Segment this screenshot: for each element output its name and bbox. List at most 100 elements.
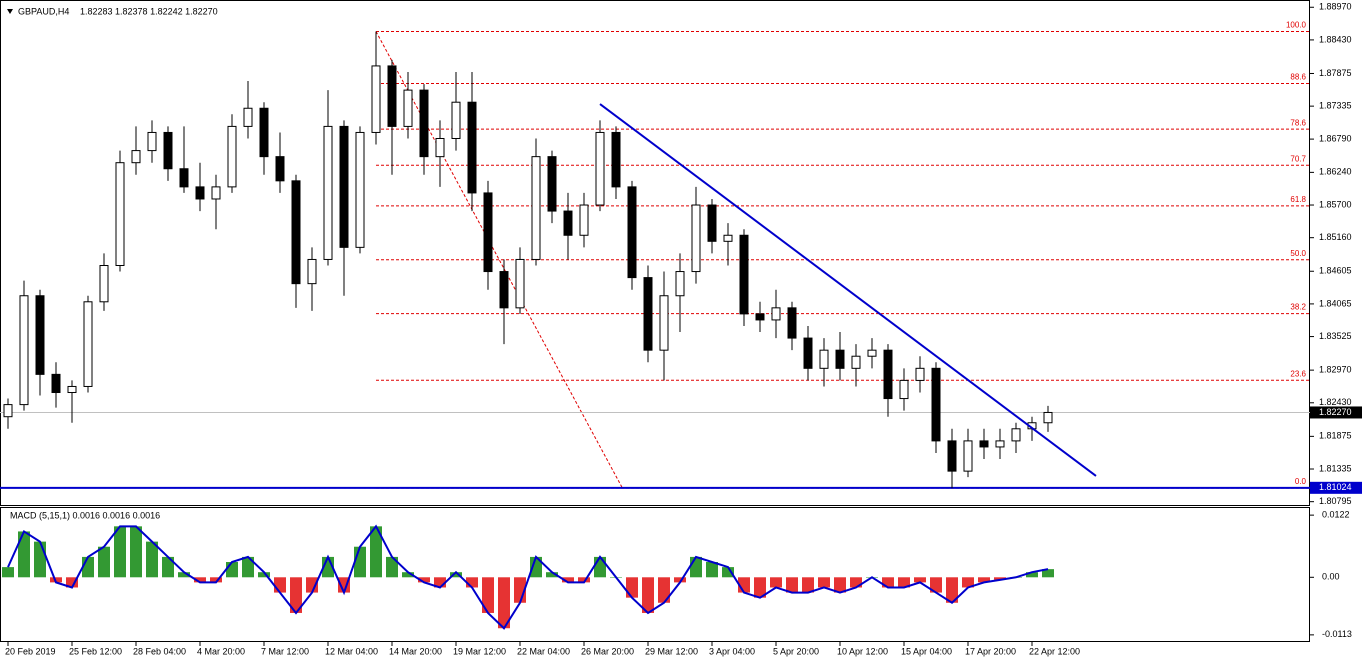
candle-body	[819, 349, 829, 369]
macd-bar	[770, 577, 782, 588]
candle-body	[163, 131, 173, 170]
macd-bar	[18, 531, 30, 578]
candle-body	[787, 307, 797, 339]
fib-label: 100.0	[1286, 21, 1307, 30]
candle-body	[835, 349, 845, 369]
macd-title: MACD (5,15,1) 0.0016 0.0016 0.0016	[10, 510, 160, 520]
candle-body	[467, 101, 477, 194]
candle-body	[979, 440, 989, 448]
macd-bar	[530, 556, 542, 578]
x-tick-label: 29 Mar 12:00	[645, 646, 698, 656]
candle-body	[99, 265, 109, 303]
support-label: 1.81024	[1319, 482, 1352, 492]
ohlc-text: 1.82283 1.82378 1.82242 1.82270	[80, 6, 218, 16]
candle-body	[243, 107, 253, 127]
macd-bar	[306, 577, 318, 593]
candle-body	[867, 349, 877, 357]
y-tick-label: 1.85700	[1319, 199, 1352, 209]
fib-label: 61.8	[1290, 195, 1306, 204]
candle-body	[211, 186, 221, 200]
macd-bar	[98, 546, 110, 578]
x-tick-label: 4 Mar 20:00	[197, 646, 245, 656]
candle-body	[259, 107, 269, 158]
x-tick-label: 12 Mar 04:00	[325, 646, 378, 656]
candle-body	[51, 373, 61, 394]
macd-bar	[690, 556, 702, 578]
candle-body	[483, 192, 493, 273]
candle-body	[739, 234, 749, 315]
candle-body	[67, 385, 77, 394]
candle-body	[1011, 428, 1021, 442]
macd-bar	[34, 541, 46, 578]
macd-bar	[786, 577, 798, 593]
fib-label: 70.7	[1290, 154, 1306, 163]
x-tick-label: 20 Feb 2019	[5, 646, 56, 656]
current-price-tag	[1310, 406, 1362, 419]
macd-bar	[226, 562, 238, 578]
macd-bar	[274, 577, 286, 593]
main-panel	[0, 0, 1310, 506]
macd-bar	[994, 577, 1006, 580]
candle-body	[339, 125, 349, 248]
x-tick-label: 19 Mar 12:00	[453, 646, 506, 656]
x-tick-label: 7 Mar 12:00	[261, 646, 309, 656]
macd-bar	[466, 577, 478, 588]
fib-label: 0.0	[1295, 477, 1307, 486]
candle-body	[915, 367, 925, 381]
macd-bar	[674, 577, 686, 583]
candle-body	[147, 131, 157, 152]
macd-bar	[594, 556, 606, 578]
candle-body	[723, 234, 733, 242]
macd-bar	[450, 572, 462, 578]
candle-body	[323, 125, 333, 260]
candle-body	[883, 349, 893, 400]
y-tick-label: 1.85160	[1319, 232, 1352, 242]
candle-body	[899, 379, 909, 400]
fib-label: 38.2	[1290, 303, 1306, 312]
macd-tick-label: -0.0113	[1322, 629, 1352, 639]
fib-label: 23.6	[1290, 369, 1306, 378]
macd-bar	[914, 577, 926, 583]
macd-bar	[498, 577, 510, 629]
macd-bar	[258, 572, 270, 578]
candle-body	[3, 404, 13, 418]
menu-arrow[interactable]	[7, 9, 13, 14]
fib-label: 88.6	[1290, 73, 1306, 82]
macd-bar	[722, 567, 734, 578]
macd-tick-label: 0.0122	[1322, 510, 1350, 520]
macd-bar	[882, 577, 894, 588]
macd-bar	[194, 577, 206, 583]
x-tick-label: 22 Mar 04:00	[517, 646, 570, 656]
y-tick-label: 1.88970	[1319, 2, 1352, 12]
macd-bar	[162, 556, 174, 578]
candle-body	[531, 156, 541, 260]
candle-body	[627, 186, 637, 279]
candle-body	[355, 131, 365, 248]
macd-bar	[370, 526, 382, 578]
macd-bar	[146, 541, 158, 578]
macd-bar	[850, 577, 862, 588]
macd-tick-label: 0.00	[1322, 572, 1340, 582]
y-tick-label: 1.83525	[1319, 331, 1352, 341]
x-tick-label: 17 Apr 20:00	[965, 646, 1016, 656]
macd-bar	[802, 577, 814, 593]
macd-bar	[114, 526, 126, 578]
x-tick-label: 5 Apr 20:00	[773, 646, 819, 656]
candle-body	[227, 125, 237, 188]
candle-body	[755, 313, 765, 321]
candle-body	[611, 131, 621, 188]
candle-body	[563, 210, 573, 236]
candle-body	[35, 295, 45, 375]
macd-bar	[66, 577, 78, 588]
y-tick-label: 1.80795	[1319, 496, 1352, 506]
y-tick-label: 1.84605	[1319, 266, 1352, 276]
y-tick-label: 1.87335	[1319, 101, 1352, 111]
macd-bar	[386, 556, 398, 578]
macd-bar	[482, 577, 494, 613]
candle-body	[515, 258, 525, 309]
trendline	[599, 103, 1097, 477]
candle-body	[179, 168, 189, 188]
macd-bar	[946, 577, 958, 603]
macd-bar	[130, 526, 142, 578]
